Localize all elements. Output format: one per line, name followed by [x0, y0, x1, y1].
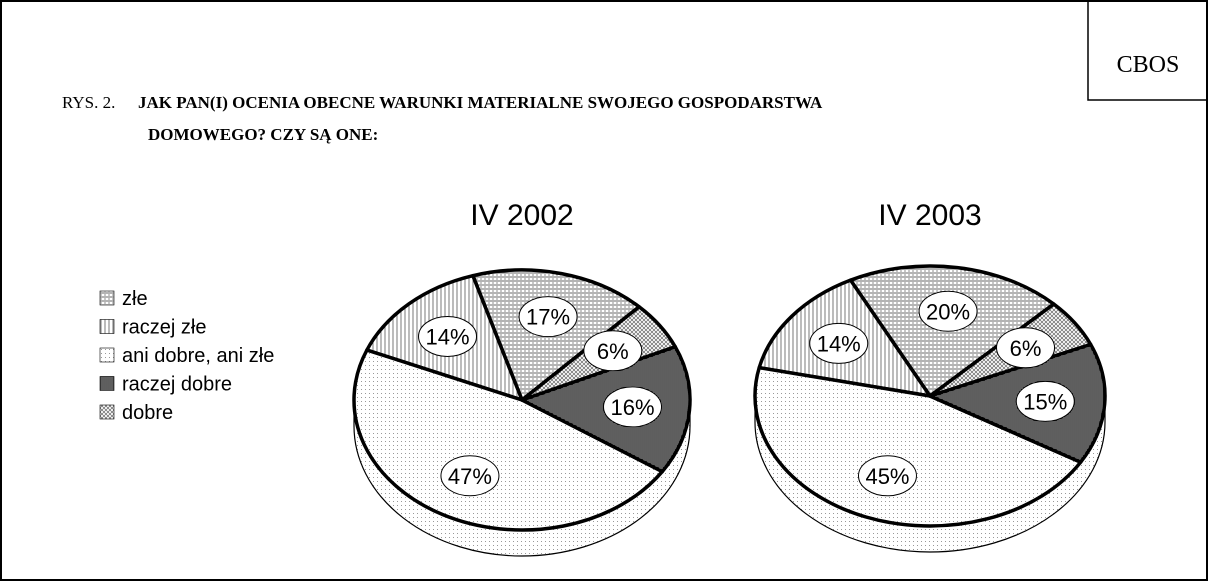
- badge-box: [1087, 1, 1207, 101]
- label-bubble: [603, 386, 663, 428]
- legend-swatch: [99, 347, 115, 363]
- legend-swatch: [99, 404, 115, 420]
- slice-label: 6%: [597, 339, 629, 364]
- legend-swatch: [99, 290, 115, 306]
- slice-label: 14%: [425, 324, 469, 349]
- slice-label: 47%: [448, 464, 492, 489]
- slice-label: 45%: [865, 464, 909, 489]
- label-bubble: [440, 455, 500, 497]
- legend-label: raczej dobre: [122, 374, 232, 396]
- slice-label: 20%: [926, 299, 970, 324]
- legend-label: dobre: [122, 402, 173, 424]
- pie-slice: [352, 348, 665, 532]
- label-bubble: [809, 322, 869, 364]
- label-bubble: [518, 296, 578, 338]
- slice-label: 14%: [817, 331, 861, 356]
- badge: CBOS: [1117, 52, 1180, 78]
- legend-swatch: [99, 319, 115, 334]
- label-bubble: [418, 315, 478, 357]
- legend-swatch: [99, 376, 115, 391]
- label-bubble: [1015, 380, 1075, 422]
- title: DOMOWEGO? CZY SĄ ONE:: [148, 125, 378, 144]
- legend-label: złe: [122, 288, 148, 310]
- slice-label: 15%: [1023, 389, 1067, 414]
- slice-label: 17%: [526, 305, 570, 330]
- label-bubble: [918, 290, 978, 332]
- pie-title: IV 2002: [470, 199, 573, 232]
- title: JAK PAN(I) OCENIA OBECNE WARUNKI MATERIA…: [138, 93, 823, 112]
- legend-label: raczej złe: [122, 317, 206, 339]
- slice-label: 16%: [610, 395, 654, 420]
- figure-label: RYS. 2.: [62, 93, 115, 112]
- slice-label: 6%: [1010, 336, 1042, 361]
- pie-title: IV 2003: [878, 199, 981, 232]
- label-bubble: [857, 455, 917, 497]
- pie-slice: [753, 365, 1083, 528]
- label-bubble: [996, 327, 1056, 369]
- legend-label: ani dobre, ani złe: [122, 345, 274, 367]
- label-bubble: [583, 330, 643, 372]
